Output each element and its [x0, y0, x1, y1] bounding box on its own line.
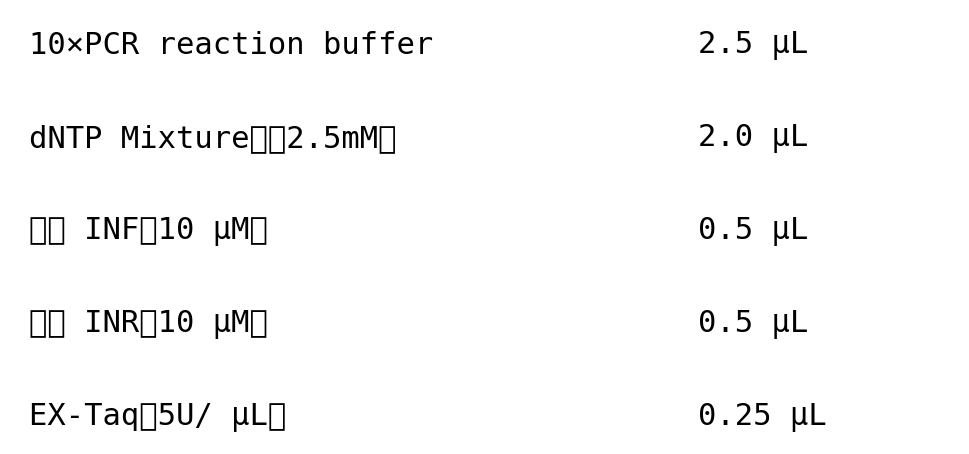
- Text: 2.5 μL: 2.5 μL: [698, 31, 808, 60]
- Text: dNTP Mixture（剗2.5mM）: dNTP Mixture（剗2.5mM）: [29, 124, 396, 153]
- Text: 10×PCR reaction buffer: 10×PCR reaction buffer: [29, 31, 433, 60]
- Text: 2.0 μL: 2.0 μL: [698, 124, 808, 153]
- Text: 0.5 μL: 0.5 μL: [698, 217, 808, 246]
- Text: 引物 INF（10 μM）: 引物 INF（10 μM）: [29, 217, 267, 246]
- Text: 引物 INR（10 μM）: 引物 INR（10 μM）: [29, 310, 267, 339]
- Text: 0.5 μL: 0.5 μL: [698, 310, 808, 339]
- Text: 0.25 μL: 0.25 μL: [698, 403, 827, 432]
- Text: EX-Taq（5U/ μL）: EX-Taq（5U/ μL）: [29, 403, 286, 432]
